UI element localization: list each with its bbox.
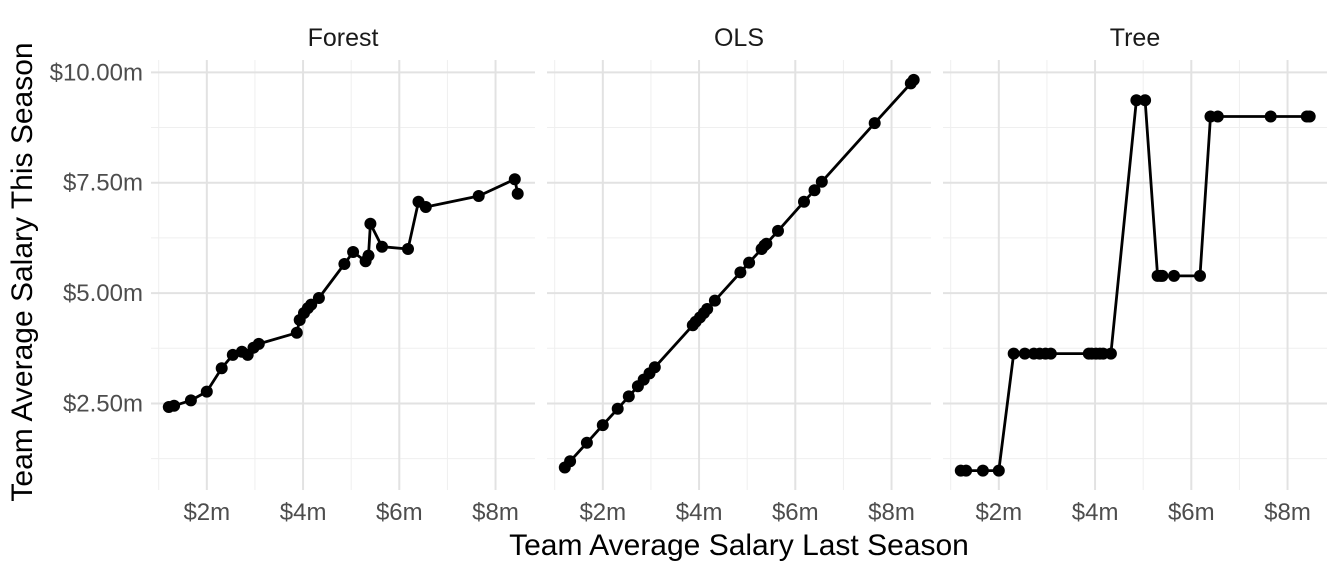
data-point (701, 303, 714, 315)
x-tick-label: $6m (1168, 499, 1215, 526)
series-line (959, 98, 1312, 473)
data-point (168, 399, 181, 412)
data-point (511, 187, 524, 200)
data-point (868, 117, 881, 130)
data-point (1139, 94, 1152, 107)
data-point (734, 266, 747, 279)
data-point (1168, 269, 1180, 282)
data-point (419, 201, 432, 213)
x-axis-title: Team Average Salary Last Season (509, 529, 969, 562)
data-point (252, 337, 265, 350)
x-tick-label: $2m (183, 499, 230, 526)
data-point (580, 436, 593, 449)
data-point (402, 243, 414, 255)
x-tick-label: $2m (579, 499, 626, 526)
data-point (976, 464, 989, 477)
x-tick-label: $6m (772, 499, 819, 526)
data-point (960, 464, 973, 477)
x-tick-label: $4m (676, 499, 723, 526)
data-point (508, 173, 521, 186)
data-point (1211, 110, 1224, 123)
data-point (472, 190, 485, 202)
data-point (184, 394, 197, 407)
x-tick-label: $4m (1072, 499, 1119, 526)
x-tick-label: $4m (280, 499, 327, 526)
facet-title-forest: Forest (307, 24, 379, 52)
data-point (815, 175, 828, 188)
data-point (200, 385, 213, 398)
data-point (1007, 347, 1020, 360)
data-point (376, 240, 388, 253)
data-point (808, 184, 821, 197)
data-point (611, 402, 624, 415)
data-point (992, 464, 1005, 477)
y-tick-label: $10.00m (50, 59, 143, 86)
facet-title-ols: OLS (713, 24, 765, 52)
data-point (1044, 347, 1057, 360)
data-point (1018, 347, 1031, 360)
data-point (596, 419, 609, 432)
data-point (362, 249, 375, 262)
data-point (798, 195, 810, 208)
y-tick-label: $2.50m (63, 391, 143, 418)
data-point (347, 246, 360, 258)
data-point (622, 390, 635, 403)
data-point (564, 455, 577, 468)
data-point (1303, 110, 1316, 123)
y-tick-label: $5.00m (63, 280, 143, 307)
x-tick-label: $8m (1264, 499, 1311, 526)
data-point (1264, 110, 1277, 123)
facet-title-tree: Tree (1109, 24, 1161, 52)
x-tick-label: $2m (975, 499, 1022, 526)
data-point (338, 258, 351, 270)
data-point (1130, 94, 1143, 107)
data-point (1156, 269, 1169, 282)
data-point (708, 294, 721, 307)
x-tick-label: $8m (868, 499, 915, 526)
data-point (907, 73, 920, 86)
data-point (226, 348, 239, 361)
data-point (364, 217, 377, 230)
x-tick-label: $8m (472, 499, 519, 526)
data-point (1104, 347, 1117, 360)
x-tick-label: $6m (376, 499, 423, 526)
y-tick-label: $7.50m (63, 170, 143, 197)
data-point (772, 224, 784, 237)
data-point (312, 292, 325, 304)
data-point (648, 361, 661, 374)
data-point (290, 326, 303, 339)
data-point (743, 256, 756, 269)
data-point (215, 362, 228, 375)
data-point (1194, 269, 1206, 282)
data-point (760, 237, 773, 250)
